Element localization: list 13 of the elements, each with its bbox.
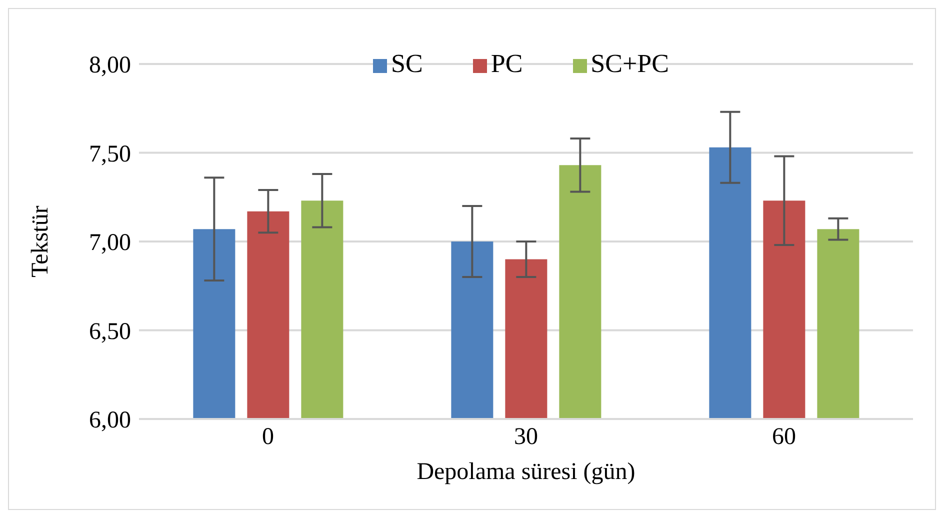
legend-label: PC <box>490 49 523 78</box>
y-tick-label: 6,00 <box>89 408 131 434</box>
x-tick-label: 0 <box>262 424 274 450</box>
x-axis-title: Depolama süresi (gün) <box>416 459 636 485</box>
y-tick-label: 6,50 <box>89 318 131 345</box>
y-axis-title: Tekstür <box>28 206 54 278</box>
legend-label: SC+PC <box>590 49 669 78</box>
y-tick-label: 7,50 <box>89 141 131 168</box>
y-tick-label: 8,00 <box>89 52 131 79</box>
legend-label: SC <box>391 49 423 78</box>
x-tick-label: 30 <box>514 424 538 450</box>
y-tick-label: 7,00 <box>89 230 131 256</box>
x-tick-label: 60 <box>772 424 796 450</box>
